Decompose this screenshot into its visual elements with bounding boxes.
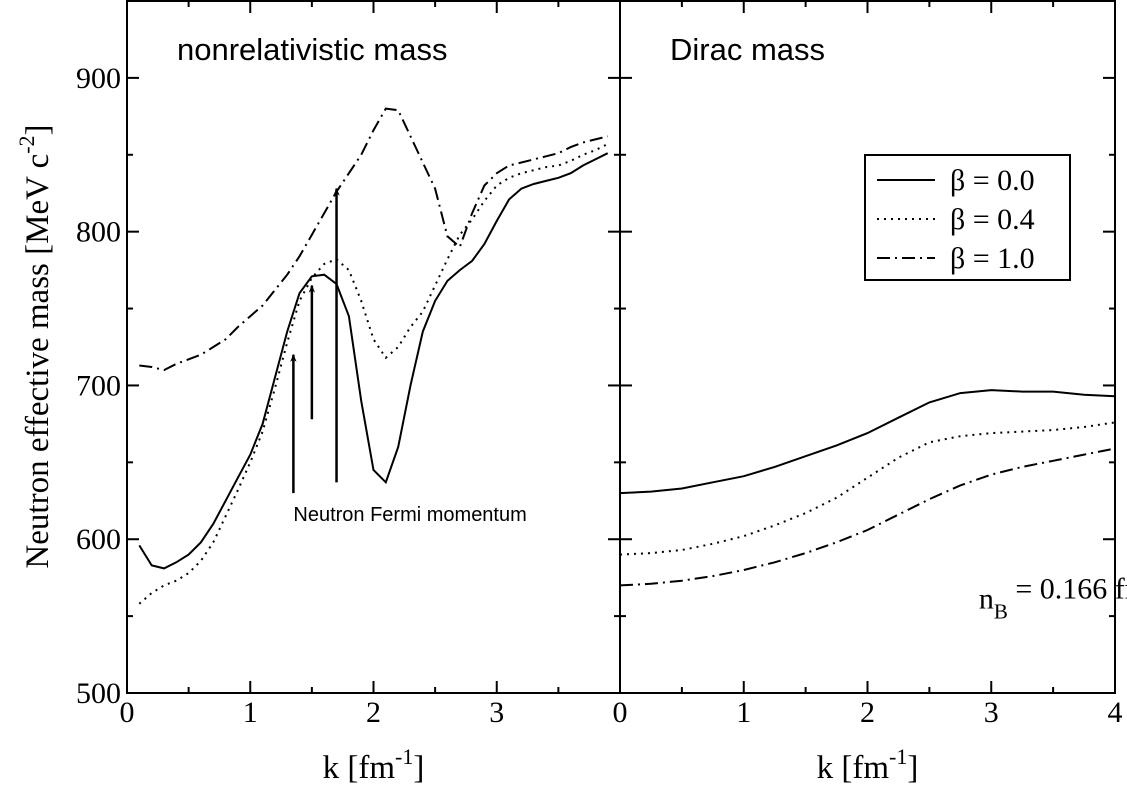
x-tick-label: 0 [613, 696, 628, 729]
x-tick-label: 2 [860, 696, 875, 729]
y-tick-label: 800 [76, 216, 121, 249]
y-tick-label: 900 [76, 62, 121, 95]
series-line [139, 107, 608, 372]
x-tick-label: 3 [984, 696, 999, 729]
series-line [138, 152, 609, 570]
x-tick-label: 1 [736, 696, 751, 729]
annotation: Neutron Fermi momentum [293, 504, 526, 526]
x-tick-label: 1 [243, 696, 258, 729]
x-axis-label: k [fm-1] [817, 744, 919, 786]
x-tick-label: 3 [489, 696, 504, 729]
series-line [619, 389, 1116, 495]
annotation-part: = 0.166 fm [1008, 572, 1127, 605]
plot-frame [126, 0, 621, 694]
panel-title: Dirac mass [670, 32, 825, 67]
y-label-sup: -2 [14, 135, 39, 153]
x-label-text: k [fm [817, 750, 890, 786]
legend-label: β = 0.0 [950, 164, 1035, 197]
annotation-part: B [994, 599, 1008, 623]
legend-label: β = 0.4 [950, 203, 1035, 236]
panel-title: nonrelativistic mass [177, 32, 447, 67]
series-line [138, 143, 609, 605]
x-label-end: ] [413, 750, 424, 786]
plot-frame [619, 0, 1116, 694]
x-tick-label: 0 [120, 696, 135, 729]
y-label-end: ] [20, 124, 56, 135]
x-label-text: k [fm [323, 750, 396, 786]
legend-box [864, 154, 1071, 281]
y-axis-label: Neutron effective mass [MeV c-2] [14, 124, 56, 568]
x-axis-label: k [fm-1] [323, 744, 425, 786]
x-tick-label: 4 [1108, 696, 1123, 729]
y-tick-label: 500 [76, 677, 121, 710]
y-tick-label: 700 [76, 369, 121, 402]
y-label-text: Neutron effective mass [MeV c [20, 154, 56, 569]
annotation: nB = 0.166 fm-3 [979, 572, 1127, 623]
series-line [619, 421, 1116, 556]
series-line [619, 447, 1116, 587]
x-label-sup: -1 [395, 744, 413, 769]
x-tick-label: 2 [366, 696, 381, 729]
annotation-part: n [979, 582, 994, 615]
x-label-sup: -1 [889, 744, 907, 769]
y-tick-label: 600 [76, 523, 121, 556]
x-label-end: ] [907, 750, 918, 786]
legend-label: β = 1.0 [950, 242, 1035, 275]
